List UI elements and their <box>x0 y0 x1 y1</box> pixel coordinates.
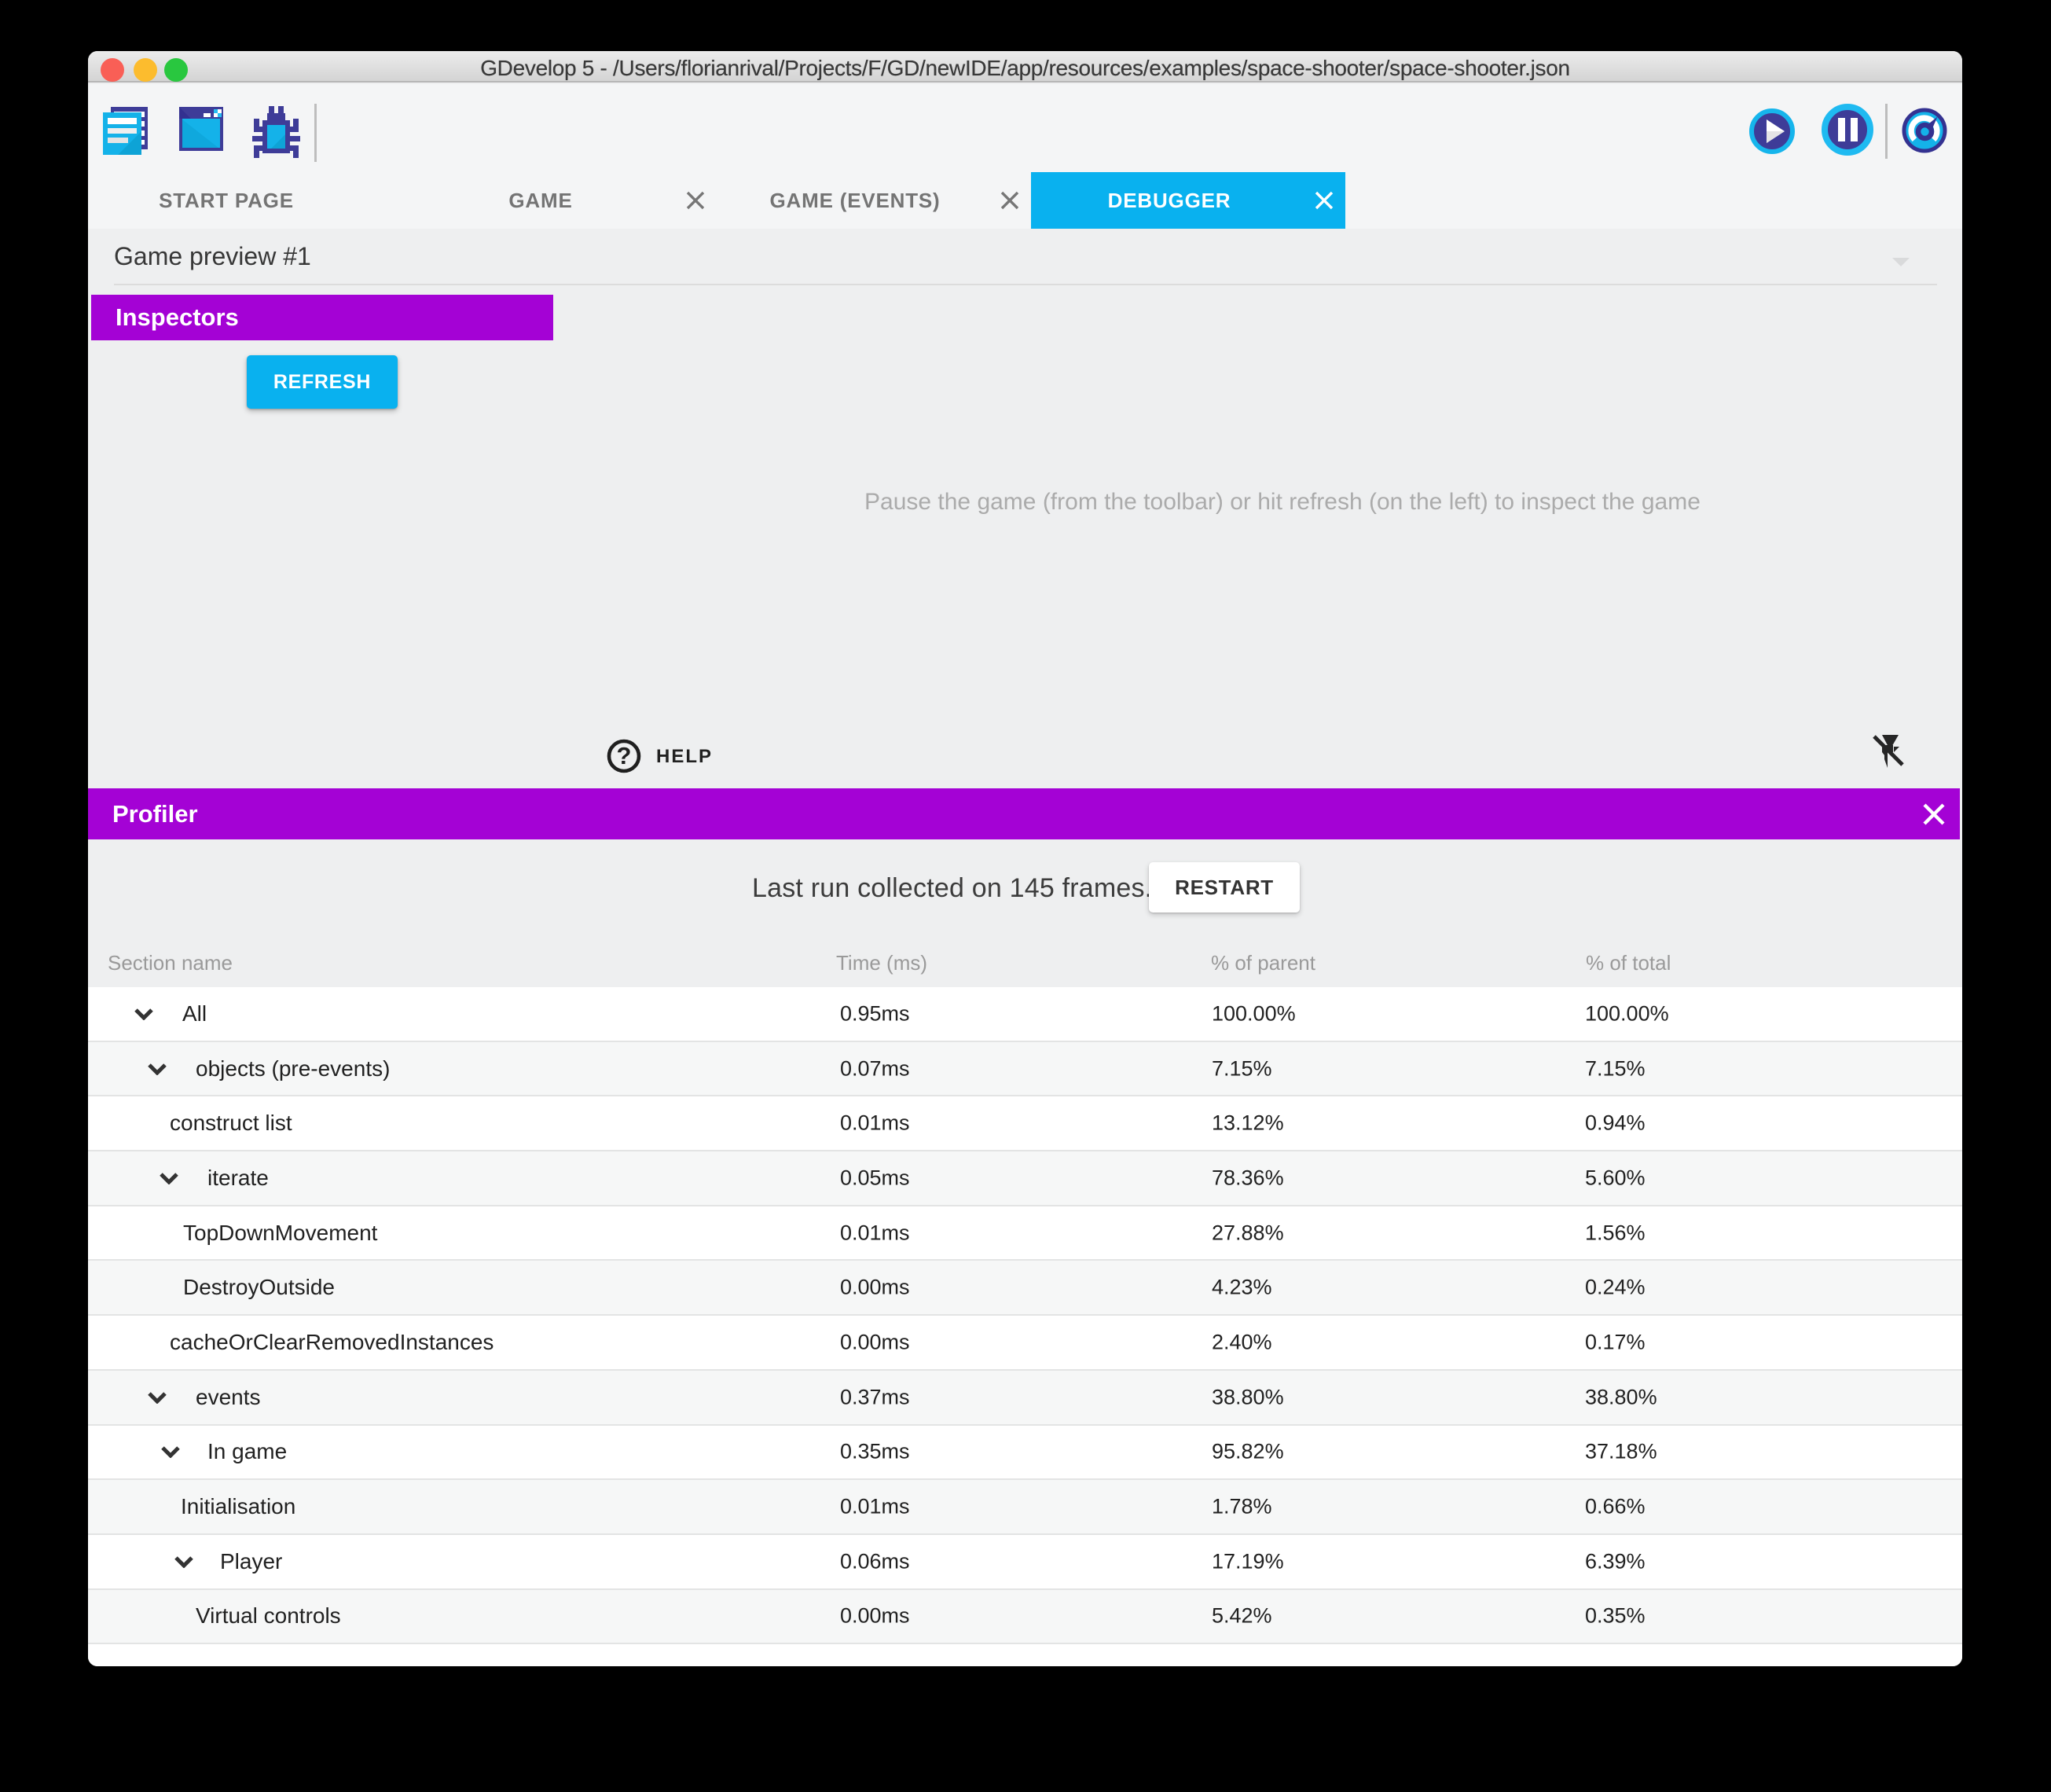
svg-text:?: ? <box>617 742 632 769</box>
